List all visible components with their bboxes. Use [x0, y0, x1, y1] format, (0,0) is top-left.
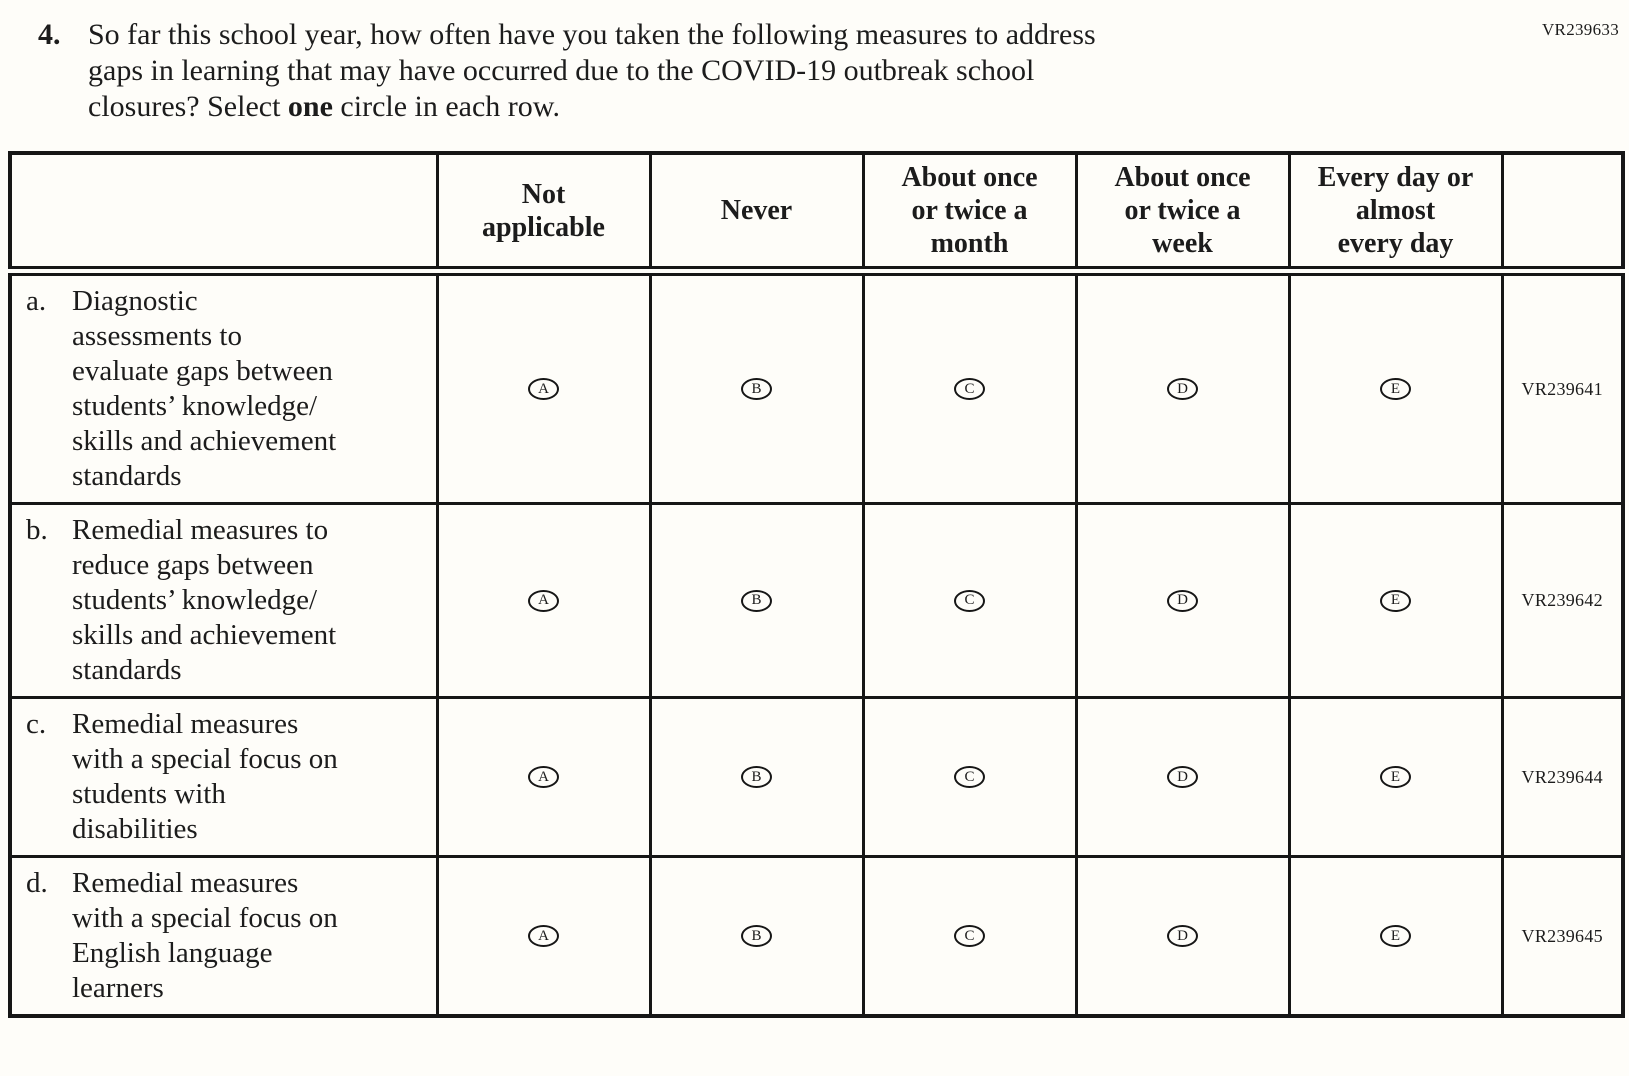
row-d-cell-once-twice-week: D [1074, 855, 1291, 1018]
row-a-cell-not-applicable: A [435, 269, 652, 505]
row-a-code: VR239641 [1500, 269, 1625, 505]
row-d-cell-never: B [648, 855, 865, 1018]
row-a-cell-once-twice-month: C [861, 269, 1078, 505]
row-d-stub: d. Remedial measures with a special focu… [8, 855, 439, 1018]
row-a-cell-once-twice-week: D [1074, 269, 1291, 505]
header-code-cell [1500, 151, 1625, 276]
row-a-cell-never: B [648, 269, 865, 505]
row-a-option-e-oval[interactable]: E [1380, 378, 1411, 400]
row-b-letter: b. [26, 514, 48, 546]
row-b-stub: b. Remedial measures to reduce gaps betw… [8, 502, 439, 699]
row-b-cell-every-day: E [1287, 502, 1504, 699]
row-d-option-a-oval[interactable]: A [528, 925, 559, 947]
row-c-code: VR239644 [1500, 696, 1625, 858]
question-text-start: So far this school year, how often have … [88, 18, 1096, 123]
row-b-cell-not-applicable: A [435, 502, 652, 699]
row-d-cell-every-day: E [1287, 855, 1504, 1018]
row-b-cell-once-twice-week: D [1074, 502, 1291, 699]
row-a-option-c-oval[interactable]: C [954, 378, 985, 400]
row-c-option-b-oval[interactable]: B [741, 766, 772, 788]
table-row-c: c. Remedial measures with a special focu… [8, 696, 1625, 858]
row-b-text: Remedial measures to reduce gaps between… [72, 514, 337, 686]
row-a-option-d-oval[interactable]: D [1167, 378, 1198, 400]
column-header-every-day: Every day or almost every day [1287, 151, 1504, 276]
row-d-option-b-oval[interactable]: B [741, 925, 772, 947]
column-header-never: Never [648, 151, 865, 276]
row-b-code: VR239642 [1500, 502, 1625, 699]
question-block: 4. So far this school year, how often ha… [38, 17, 1378, 125]
row-d-letter: d. [26, 867, 48, 899]
header-row: Not applicable Never About once or twice… [8, 151, 1625, 276]
row-b-option-b-oval[interactable]: B [741, 589, 772, 612]
row-b-option-e-oval[interactable]: E [1380, 589, 1411, 612]
row-d-cell-not-applicable: A [435, 855, 652, 1018]
row-c-option-c-oval[interactable]: C [954, 766, 985, 788]
row-a-label: a. Diagnostic assessments to evaluate ga… [26, 284, 432, 494]
row-b-option-d-oval[interactable]: D [1167, 589, 1198, 612]
header-stub-cell [8, 151, 439, 276]
row-a-cell-every-day: E [1287, 269, 1504, 505]
question-number: 4. [38, 18, 61, 51]
row-a-option-b-oval[interactable]: B [741, 378, 772, 400]
row-c-stub: c. Remedial measures with a special focu… [8, 696, 439, 858]
row-d-code: VR239645 [1500, 855, 1625, 1018]
row-c-option-d-oval[interactable]: D [1167, 766, 1198, 788]
row-b-label: b. Remedial measures to reduce gaps betw… [26, 513, 432, 688]
question-bold-word: one [287, 90, 333, 123]
question-text: So far this school year, how often have … [88, 17, 1096, 125]
row-d-option-c-oval[interactable]: C [954, 925, 985, 947]
column-header-once-twice-week: About once or twice a week [1074, 151, 1291, 276]
row-c-cell-once-twice-week: D [1074, 696, 1291, 858]
row-c-cell-not-applicable: A [435, 696, 652, 858]
table-row-d: d. Remedial measures with a special focu… [8, 855, 1625, 1018]
row-d-option-d-oval[interactable]: D [1167, 925, 1198, 947]
row-d-cell-once-twice-month: C [861, 855, 1078, 1018]
table-row-b: b. Remedial measures to reduce gaps betw… [8, 502, 1625, 699]
row-c-cell-every-day: E [1287, 696, 1504, 858]
form-code: VR239633 [1541, 20, 1619, 39]
row-b-option-a-oval[interactable]: A [528, 589, 559, 612]
response-table: Not applicable Never About once or twice… [8, 151, 1625, 1018]
row-b-cell-once-twice-month: C [861, 502, 1078, 699]
row-d-label: d. Remedial measures with a special focu… [26, 866, 432, 1006]
column-header-once-twice-month: About once or twice a month [861, 151, 1078, 276]
row-c-text: Remedial measures with a special focus o… [72, 708, 338, 845]
column-header-not-applicable: Not applicable [435, 151, 652, 276]
question-text-end: circle in each row. [332, 90, 561, 123]
row-c-cell-once-twice-month: C [861, 696, 1078, 858]
row-b-cell-never: B [648, 502, 865, 699]
row-b-option-c-oval[interactable]: C [954, 589, 985, 612]
row-a-stub: a. Diagnostic assessments to evaluate ga… [8, 269, 439, 505]
row-c-label: c. Remedial measures with a special focu… [26, 707, 432, 847]
row-a-option-a-oval[interactable]: A [528, 378, 559, 400]
row-d-text: Remedial measures with a special focus o… [72, 867, 338, 1004]
row-c-option-a-oval[interactable]: A [528, 766, 559, 788]
row-d-option-e-oval[interactable]: E [1380, 925, 1411, 947]
row-c-letter: c. [26, 708, 47, 740]
row-c-option-e-oval[interactable]: E [1380, 766, 1411, 788]
row-a-text: Diagnostic assessments to evaluate gaps … [72, 285, 337, 492]
row-a-letter: a. [26, 285, 47, 317]
row-c-cell-never: B [648, 696, 865, 858]
table-row-a: a. Diagnostic assessments to evaluate ga… [8, 269, 1625, 505]
